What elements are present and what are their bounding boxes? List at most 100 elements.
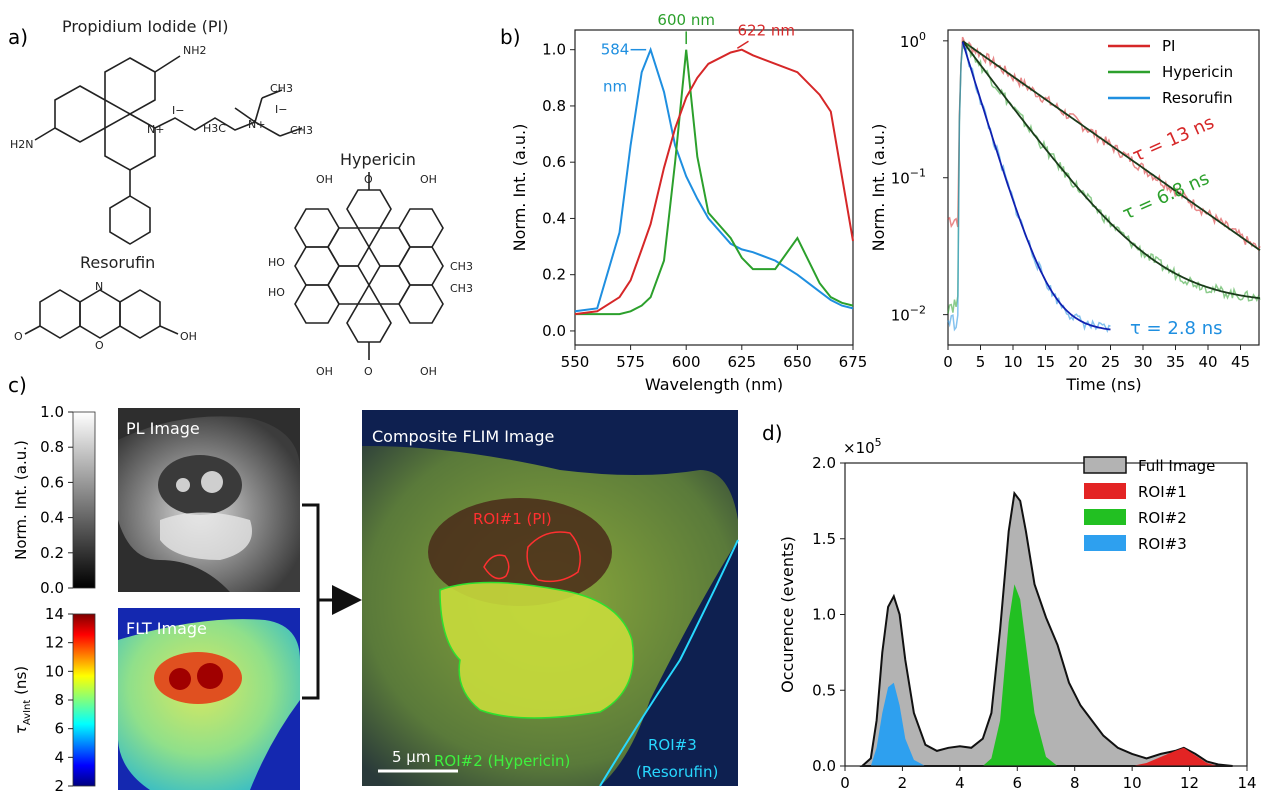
decay-frame [947,29,1260,346]
hist-xtick-label: 4 [955,774,965,791]
decay-fit-resorufin [961,41,1111,331]
spectra-xtick-label: 625 [727,353,756,371]
pl-image-label: PL Image [126,419,200,438]
pi-iodide2-label: I− [275,103,287,116]
pi-h2n-label: H2N [10,138,34,151]
decay-ytick-label: 100 [900,30,926,51]
roi3-label-2: (Resorufin) [636,763,718,781]
flt-colorbar-label: τAvInt (ns) [12,666,33,734]
hist-area-roi1 [862,747,1233,766]
decay-raw-hypericin [947,42,1261,314]
decay-ylabel: Norm. Int. (a.u.) [869,124,888,252]
flt-cb-tick-label: 8 [54,691,64,709]
decay-xtick-label: 30 [1133,353,1152,371]
decay-ytick-base: 10 [900,33,919,51]
hist-xtick-label: 0 [840,774,850,791]
annotation-584-unit: nm [603,77,627,95]
hyp-oh2: OH [420,173,437,186]
pl-colorbar-ticks: 0.0 0.2 0.4 0.6 0.8 1.0 [40,403,73,597]
decay-fit-hypericin [961,40,1261,300]
hyp-oh3: OH [316,365,333,378]
pi-ch3-label: CH3 [270,82,293,95]
spectra-xlabel: Wavelength (nm) [645,375,783,394]
hist-legend-label: ROI#2 [1138,509,1187,527]
decay-ytick-label: 10−1 [891,167,926,188]
pi-nh2-label: NH2 [183,44,207,57]
pl-colorbar-label: Norm. Int. (a.u.) [12,440,30,560]
hist-ytick-label: 2.0 [812,454,836,472]
resorufin-title: Resorufin [80,253,155,272]
decay-ytick-exp: 0 [919,30,926,43]
decay-xtick-label: 5 [976,353,986,371]
pl-colorbar [72,411,96,589]
resorufin-structure [24,289,179,339]
hist-legend-label: ROI#3 [1138,535,1187,553]
tau-label-pi: τ = 13 ns [1129,112,1217,166]
annotation-622: 622 nm [737,22,795,40]
pi-h3c-label: H3C [203,122,226,135]
scalebar-label: 5 µm [392,748,430,766]
pl-cb-tick-label: 0.6 [40,473,64,491]
pl-cb-tick-label: 0.0 [40,579,64,597]
spectra-ytick-label: 0.8 [542,97,566,115]
flt-image: FLT Image [118,608,300,790]
decay-ytick-base: 10 [891,307,910,325]
pi-nplus-label: N+ [147,123,164,136]
decay-xtick-label: 40 [1198,353,1217,371]
hypericin-structure [294,172,444,360]
spectra-ytick-label: 1.0 [542,41,566,59]
pi-structure [34,55,303,245]
pl-cb-tick-label: 0.2 [40,544,64,562]
decay-xlabel: Time (ns) [1065,375,1141,394]
hyp-ho2: HO [268,286,285,299]
decay-xtick-label: 0 [943,353,953,371]
pi-title: Propidium Iodide (PI) [62,17,228,36]
hypericin-title: Hypericin [340,150,416,169]
hist-area-roi3 [862,682,1233,766]
flt-image-label: FLT Image [126,619,207,638]
decay-xtick-label: 10 [1003,353,1022,371]
decay-ytick-exp: −1 [910,167,926,180]
hist-ytick-label: 0.0 [812,757,836,775]
res-oh: OH [180,330,197,343]
decay-xtick-label: 25 [1101,353,1120,371]
composite-flim-image: Composite FLIM Image ROI#1 (PI) ROI#2 (H… [362,410,739,787]
decay-xtick-label: 45 [1231,353,1250,371]
hyp-ch3-1: CH3 [450,260,473,273]
decay-ytick-base: 10 [891,170,910,188]
flt-cb-tick-label: 12 [45,634,64,652]
spectra-ytick-label: 0.6 [542,153,566,171]
hyp-ch3-2: CH3 [450,282,473,295]
hist-ytick-label: 1.5 [812,530,836,548]
panel-a: a) Propidium Iodide (PI) Hypericin Resor… [8,17,473,378]
flt-cb-tick-label: 14 [45,605,64,623]
decay-xtick-label: 35 [1166,353,1185,371]
flt-cb-tick-label: 2 [54,777,64,791]
hyp-oh1: OH [316,173,333,186]
hist-xtick-label: 10 [1123,774,1142,791]
decay-legend-label: Resorufin [1162,89,1233,107]
spectra-ytick-label: 0.2 [542,266,566,284]
spectra-ylabel: Norm. Int. (a.u.) [510,124,529,252]
hyp-oh4: OH [420,365,437,378]
composite-label: Composite FLIM Image [372,427,554,446]
roi1-label: ROI#1 (PI) [473,510,552,528]
decay-legend-label: PI [1162,37,1175,55]
roi1-outline [483,554,510,580]
hist-legend-label: Full Image [1138,457,1215,475]
res-n: N [95,280,103,293]
hyp-o1: O [364,173,373,186]
annotation-600: 600 nm [657,11,715,29]
flt-colorbar-ticks: 2 4 6 8 10 12 14 [45,605,73,791]
pi-ch3b-label: CH3 [290,124,313,137]
decay-fit-pi [962,40,1261,252]
hist-legend-swatch [1083,456,1127,474]
tau-label-resorufin: τ = 2.8 ns [1130,318,1223,339]
spectrum-line-pi [574,48,854,316]
annotation-622-arrow [736,40,749,49]
panel-d-label: d) [762,421,783,445]
spectra-xtick-label: 675 [839,353,868,371]
flt-cb-tick-label: 6 [54,720,64,738]
